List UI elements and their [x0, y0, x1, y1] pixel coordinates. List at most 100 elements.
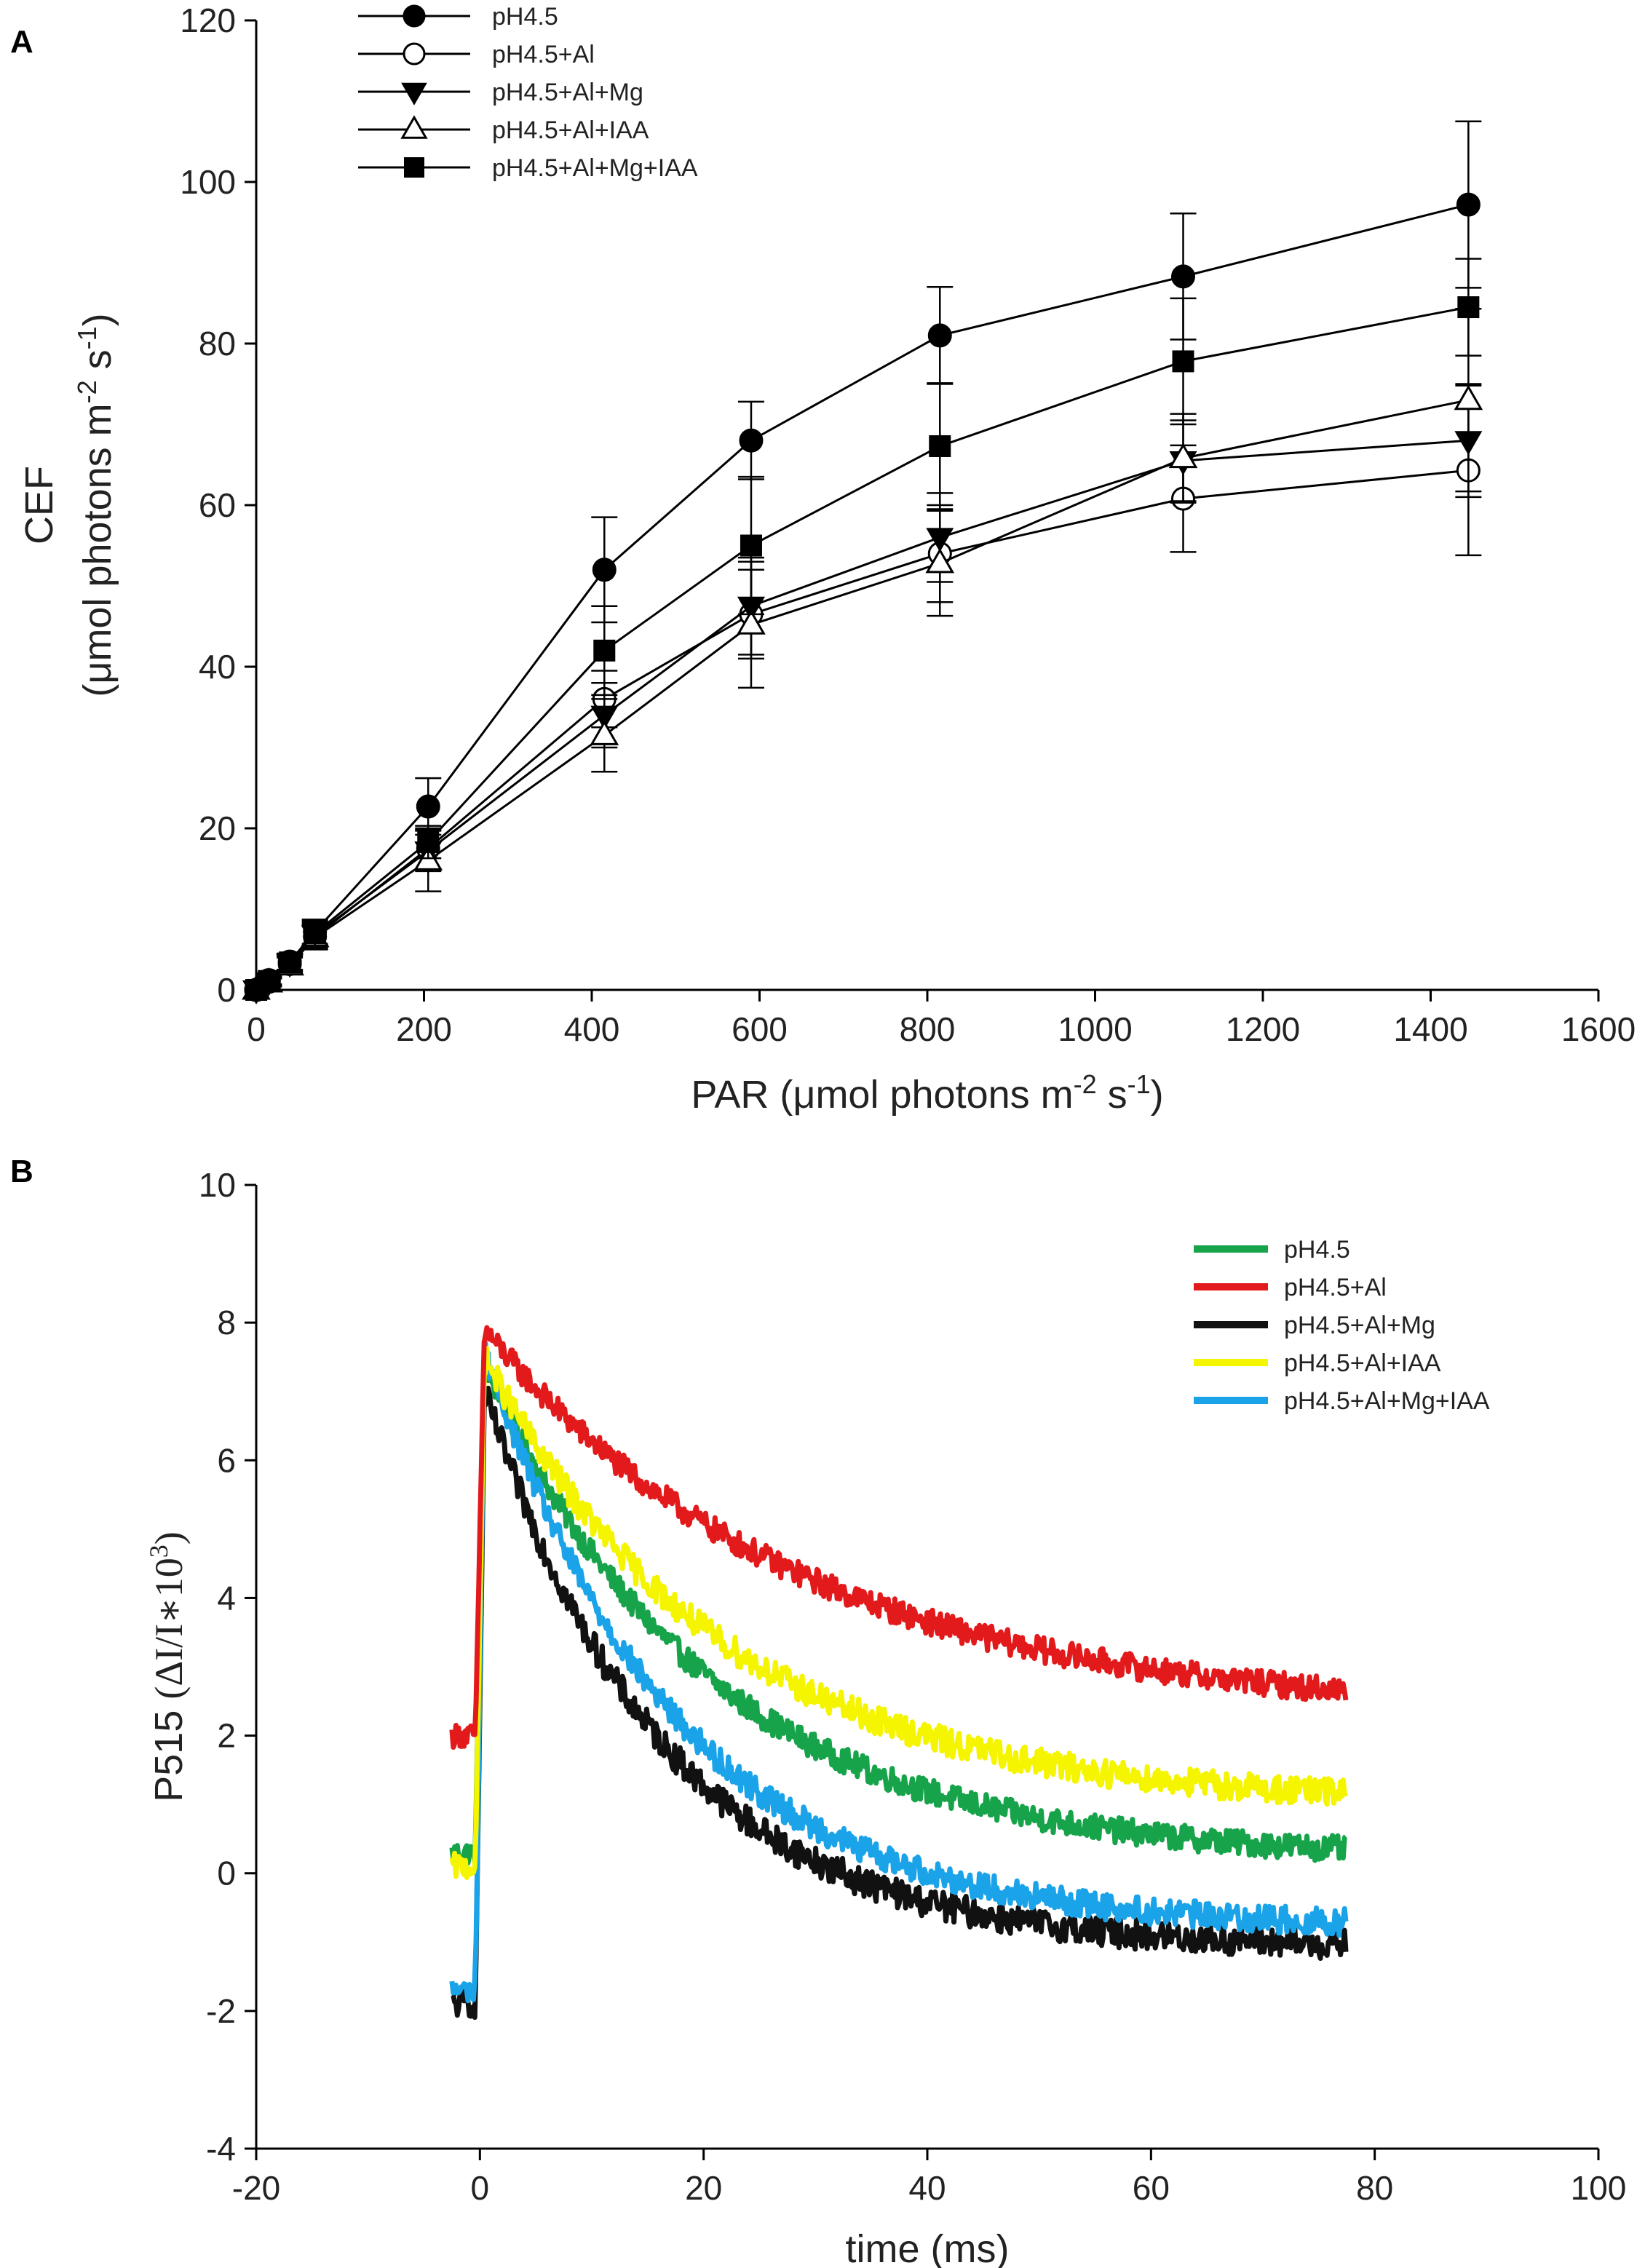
panel-a-y-tick-label: 80 — [199, 325, 236, 362]
panel-b-legend-item: pH4.5+Al+IAA — [1194, 1349, 1441, 1377]
panel-a-chart: A 0 200 400 600 800 1000 1200 1400 1600 0 20 40 60 8… — [10, 1, 1636, 1117]
panel-a-data-point — [258, 970, 280, 992]
panel-b-trace-4 — [449, 1340, 1349, 2004]
panel-b-y-tick-label: 8 — [217, 1304, 236, 1341]
panel-b-legend-item: pH4.5+Al+Mg — [1194, 1312, 1435, 1339]
panel-b-y-tick-label: 6 — [217, 1441, 236, 1479]
panel-a-data-point — [592, 558, 617, 582]
panel-a-series-2 — [242, 383, 1483, 1005]
panel-a-legend-marker — [404, 157, 424, 178]
panel-b-y-tick-label: 4 — [217, 1579, 236, 1617]
panel-b-x-tick-label: 20 — [685, 2169, 722, 2207]
panel-b-legend-label: pH4.5+Al+Mg — [1284, 1312, 1435, 1339]
panel-b-legend-item: pH4.5+Al — [1194, 1274, 1387, 1301]
panel-a-x-tick-label: 1200 — [1226, 1010, 1300, 1048]
panel-a-y-axis-label-line1: CEF — [17, 466, 61, 544]
panel-a-data-point — [739, 428, 764, 453]
panel-a-legend-item: pH4.5+Al+IAA — [358, 115, 649, 144]
panel-a-data-point — [416, 794, 440, 819]
panel-b-x-tick-label: -20 — [232, 2169, 280, 2207]
panel-a-data-point — [925, 547, 955, 574]
panel-b-legend-label: pH4.5+Al — [1284, 1274, 1387, 1301]
panel-b-x-tick-label: 80 — [1356, 2169, 1393, 2207]
panel-a-x-axis-label: PAR (μmol photons m-2 s-1) — [691, 1069, 1163, 1117]
panel-b-x-tick-label: 0 — [471, 2169, 490, 2207]
panel-a-legend-item: pH4.5+Al+Mg+IAA — [358, 154, 698, 182]
panel-a-series-3 — [242, 308, 1483, 1000]
panel-b-trace-2 — [451, 1385, 1349, 2021]
panel-a-data-point — [740, 534, 762, 557]
panel-a-data-point — [1457, 296, 1480, 319]
panel-a-x-tick-label: 0 — [247, 1010, 266, 1048]
panel-b-y-axis-label: P515 (ΔI/I∗103) — [144, 1531, 191, 1802]
panel-a-series-line — [255, 203, 1469, 991]
panel-a-data-point — [304, 922, 326, 945]
panel-a-series-line — [255, 469, 1469, 991]
panel-b-y-tick-label: -2 — [206, 1992, 236, 2030]
panel-a-y-tick-label: 20 — [199, 809, 236, 847]
panel-b-trace-3 — [449, 1346, 1349, 1880]
panel-a-y-tick-label: 100 — [180, 163, 236, 201]
panel-b-x-tick-label: 100 — [1571, 2169, 1627, 2207]
panel-a-legend-marker — [403, 4, 426, 28]
panel-a-series-4 — [245, 258, 1482, 1001]
panel-a-data-point — [1171, 264, 1196, 289]
panel-a-data-point — [417, 830, 440, 853]
panel-a-data-point — [279, 951, 301, 974]
panel-b-x-tick-label: 40 — [908, 2169, 946, 2207]
panel-a-label: A — [10, 24, 33, 60]
panel-a-legend-label: pH4.5+Al+Mg — [492, 79, 643, 106]
panel-b-y-tick-label: 10 — [199, 1166, 236, 1204]
panel-b-legend-item: pH4.5 — [1194, 1236, 1350, 1264]
panel-a-legend: pH4.5 pH4.5+Al pH4.5+Al+Mg pH4.5+Al+IAA pH4.… — [358, 3, 698, 182]
panel-a-x-tick-label: 1600 — [1561, 1010, 1636, 1048]
panel-a-data-point — [1168, 443, 1198, 469]
panel-a-legend-label: pH4.5 — [492, 3, 558, 31]
panel-a-data-point — [593, 639, 616, 662]
panel-a-legend-label: pH4.5+Al+Mg+IAA — [492, 154, 698, 182]
panel-a-y-tick-label: 40 — [199, 648, 236, 686]
panel-b-x-axis-label: time (ms) — [846, 2227, 1010, 2268]
panel-a-series-1 — [244, 384, 1482, 1002]
panel-a-data-point — [590, 720, 619, 745]
panel-a-x-tick-label: 1000 — [1058, 1010, 1132, 1048]
panel-a-x-tick-label: 1400 — [1393, 1010, 1467, 1048]
panel-b-trace-1 — [449, 1325, 1349, 1750]
panel-a-legend-item: pH4.5+Al+Mg — [358, 79, 643, 106]
panel-a-series-line — [255, 306, 1469, 991]
panel-a-data-point — [929, 435, 951, 457]
panel-a-legend-item: pH4.5 — [358, 3, 558, 31]
panel-b-legend-label: pH4.5+Al+IAA — [1284, 1349, 1441, 1377]
panel-a-legend-label: pH4.5+Al — [492, 41, 595, 68]
panel-a-series-line — [255, 439, 1469, 991]
panel-a-data-point — [927, 323, 952, 348]
panel-a-data-point — [737, 609, 766, 635]
panel-b-y-tick-label: -4 — [206, 2130, 236, 2168]
panel-a-y-axis-label-line2: (μmol photons m-2 s-1) — [72, 313, 119, 697]
panel-a-legend-label: pH4.5+Al+IAA — [492, 116, 649, 144]
panel-b-y-tick-label: 2 — [217, 1717, 236, 1755]
panel-a-x-tick-label: 200 — [396, 1010, 452, 1048]
panel-a-legend-marker — [401, 82, 427, 106]
panel-b-x-tick-label: 60 — [1133, 2169, 1170, 2207]
panel-a-legend-item: pH4.5+Al — [358, 41, 595, 68]
panel-a-x-tick-label: 400 — [564, 1010, 620, 1048]
panel-b-legend-item: pH4.5+Al+Mg+IAA — [1194, 1387, 1490, 1415]
panel-a-data-point — [1172, 350, 1194, 373]
panel-b-trace-0 — [449, 1364, 1348, 1865]
panel-b-label: B — [10, 1154, 33, 1189]
panel-a-y-tick-label: 120 — [180, 1, 236, 39]
panel-a-data-point — [1456, 192, 1480, 217]
panel-b-legend-label: pH4.5+Al+Mg+IAA — [1284, 1387, 1490, 1415]
panel-a-legend-marker — [403, 42, 426, 66]
panel-a-x-tick-label: 600 — [732, 1010, 788, 1048]
panel-a-y-tick-label: 0 — [217, 971, 236, 1009]
panel-a-legend-marker — [400, 115, 428, 139]
panel-a-y-tick-label: 60 — [199, 486, 236, 524]
panel-a-data-point — [1454, 384, 1483, 411]
panel-a-x-tick-label: 800 — [900, 1010, 956, 1048]
panel-b-legend: pH4.5 pH4.5+Al pH4.5+Al+Mg pH4.5+Al+IAA pH4.… — [1194, 1236, 1490, 1415]
panel-b-y-tick-label: 0 — [217, 1855, 236, 1892]
